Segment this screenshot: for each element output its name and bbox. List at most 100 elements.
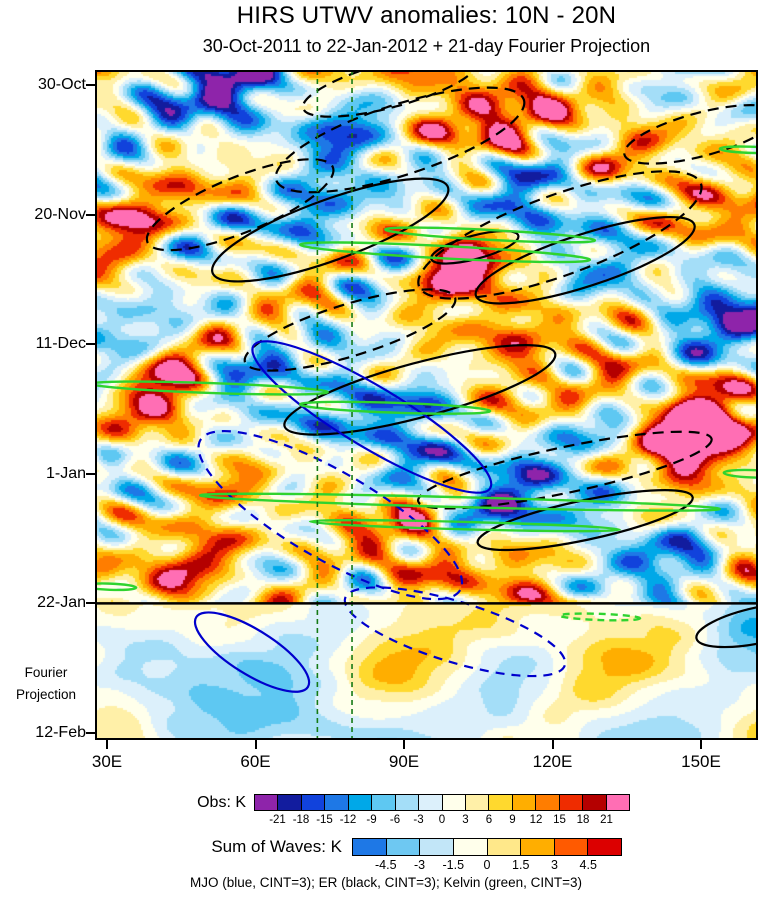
er-contour [623,104,758,165]
colorbar-tick-label: 0 [483,858,491,872]
colorbar-tick-label: 3 [551,858,558,872]
x-tick-label: 150E [681,752,721,771]
colorbar-tick-label: -12 [339,814,357,826]
y-tick-mark [86,602,95,605]
kelvin-contour [384,226,597,244]
x-tick-label: 60E [240,752,271,771]
colorbar-tick-label: -4.5 [374,858,397,872]
colorbar-cell [395,795,420,810]
obs-colorbar-label: Obs: K [197,794,246,811]
fourier-projection-label: Fourier Projection [0,662,92,706]
kelvin-contour [308,518,621,533]
x-tick-mark [106,740,108,749]
colorbar-cell [588,839,621,855]
y-tick-mark [86,472,95,475]
kelvin-contour [558,612,642,622]
colorbar-tick-label: 15 [553,814,566,826]
colorbar-tick-label: -15 [316,814,333,826]
kelvin-contour [299,241,592,264]
colorbar-cell [512,795,537,810]
colorbar-cell [554,839,589,855]
mjo-contour [197,429,464,601]
colorbar-cell [386,839,421,855]
colorbar-tick-label: 12 [529,814,543,826]
colorbar-tick-label: -1.5 [442,858,465,872]
er-contour [274,86,526,194]
er-contour [211,177,450,283]
er-contour [145,158,335,252]
wave-contour-overlay [95,70,758,740]
kelvin-contour [722,468,758,479]
chart-title: HIRS UTWV anomalies: 10N - 20N [236,2,617,29]
er-contour [476,489,694,552]
colorbar-cell [372,795,396,810]
er-contour [301,70,479,118]
x-tick-mark [700,740,702,749]
colorbar-cell [420,839,454,855]
colorbar-cell [606,795,629,810]
y-tick-label: 22-Jan [37,594,86,612]
x-tick-label: 120E [532,752,573,771]
colorbar-cell [559,795,584,810]
mjo-contour [193,611,311,693]
colorbar-cell [453,839,488,855]
y-tick-label: 20-Nov [34,205,86,223]
colorbar-cell [255,795,279,810]
fourier-projection-line1: Fourier [24,665,68,680]
fourier-projection-line2: Projection [15,687,77,702]
kelvin-contour [95,380,329,396]
colorbar-cell [536,795,560,810]
colorbar-tick-label: -9 [366,814,377,826]
colorbar-tick-label: -18 [292,814,310,826]
colorbar-tick-label: -3 [413,814,424,826]
colorbar-cell [465,795,490,810]
colorbar-tick-label: 21 [600,814,613,826]
colorbar-tick-label: 1.5 [512,858,530,872]
colorbar-tick-label: 6 [485,814,493,826]
colorbar-tick-label: 4.5 [579,858,597,872]
colorbar-tick-label: -3 [413,858,426,872]
colorbar-cell [325,795,349,810]
colorbar-tick-label: 0 [438,814,446,826]
kelvin-contour [95,582,138,592]
y-tick-mark [86,731,95,734]
colorbar-cell [353,839,387,855]
y-tick-mark [86,213,95,216]
plot-area [95,70,758,740]
colorbar-cell [489,795,513,810]
colorbar-cell [487,839,522,855]
y-tick-mark [86,343,95,346]
er-contour [243,288,457,372]
x-tick-mark [551,740,554,749]
er-contour [430,229,520,265]
colorbar-tick-label: 9 [509,814,516,826]
chart-subtitle: 30-Oct-2011 to 22-Jan-2012 + 21-day Four… [202,36,651,56]
waves-colorbar-label: Sum of Waves: K [211,837,342,856]
colorbar-cell [521,839,555,855]
colorbar-tick-label: 3 [462,814,469,826]
colorbar-cell [301,795,326,810]
x-tick-label: 30E [91,752,123,771]
kelvin-contour [198,492,721,512]
colorbar-cell [348,795,373,810]
colorbar-cell [583,795,607,810]
x-tick-mark [254,740,257,749]
x-tick-mark [403,740,405,749]
er-contour [417,170,703,300]
y-tick-label: 30-Oct [37,76,86,93]
colorbar-cell [419,795,443,810]
y-tick-label: 1-Jan [45,464,86,482]
y-tick-label: 12-Feb [35,723,86,741]
colorbar-tick-label: 18 [576,814,590,826]
y-tick-label: 11-Dec [35,335,86,353]
mjo-contour [251,340,493,494]
colorbar-tick-label: -21 [269,814,286,826]
kelvin-contour [718,145,758,155]
kelvin-contour [298,400,492,415]
colorbar-cell [278,795,302,810]
mjo-contour [343,586,567,678]
obs-colorbar [254,794,630,811]
colorbar-tick-label: -6 [389,814,401,826]
er-contour [416,430,713,510]
